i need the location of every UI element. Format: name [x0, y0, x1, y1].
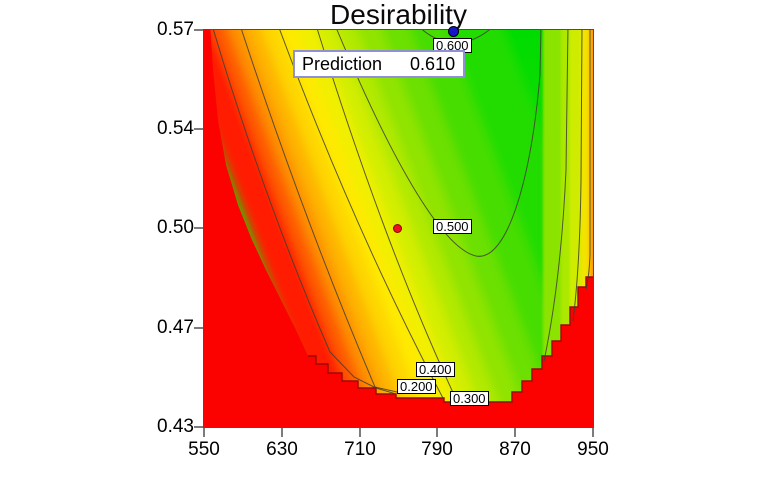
x-tick-mark — [359, 428, 361, 437]
x-axis-tick-label: 950 — [577, 439, 609, 460]
prediction-value: 0.610 — [410, 53, 456, 74]
y-tick-mark — [194, 227, 203, 229]
prediction-label: Prediction — [302, 53, 383, 74]
prediction-point-marker — [448, 26, 459, 37]
x-axis-tick-label: 790 — [421, 439, 453, 460]
y-tick-mark — [194, 128, 203, 130]
x-axis-tick-label: 550 — [188, 439, 220, 460]
contour-plot-canvas[interactable]: 0.600 0.500 0.400 0.200 0.300 Prediction… — [203, 26, 594, 428]
x-tick-mark — [592, 428, 594, 437]
y-tick-mark — [194, 29, 203, 31]
prediction-flag[interactable]: Prediction 0.610 — [293, 50, 465, 78]
x-tick-mark — [436, 428, 438, 437]
red-boundary-outline — [308, 276, 593, 403]
zero-desirability-region — [204, 30, 593, 427]
contour-surface — [204, 30, 593, 427]
y-axis-tick-label: 0.47 — [157, 317, 194, 338]
x-tick-mark — [281, 428, 283, 437]
design-point-marker — [393, 224, 402, 233]
y-axis-tick-label: 0.43 — [157, 416, 194, 437]
x-tick-mark — [203, 428, 205, 437]
y-axis-tick-label: 0.50 — [157, 217, 194, 238]
contour-label-0200: 0.200 — [397, 379, 436, 394]
x-axis-tick-label: 630 — [266, 439, 298, 460]
y-tick-mark — [194, 327, 203, 329]
x-tick-mark — [514, 428, 516, 437]
x-axis-tick-label: 710 — [344, 439, 376, 460]
x-axis-tick-label: 870 — [499, 439, 531, 460]
contour-label-0600: 0.600 — [433, 38, 472, 53]
y-tick-mark — [194, 426, 203, 428]
y-axis-tick-label: 0.57 — [157, 19, 194, 40]
y-axis-tick-label: 0.54 — [157, 118, 194, 139]
contour-lines — [212, 30, 591, 401]
contour-label-0300: 0.300 — [450, 391, 489, 406]
contour-label-0500: 0.500 — [433, 219, 472, 234]
contour-label-0400: 0.400 — [416, 362, 455, 377]
page-title: Desirability — [330, 0, 467, 30]
